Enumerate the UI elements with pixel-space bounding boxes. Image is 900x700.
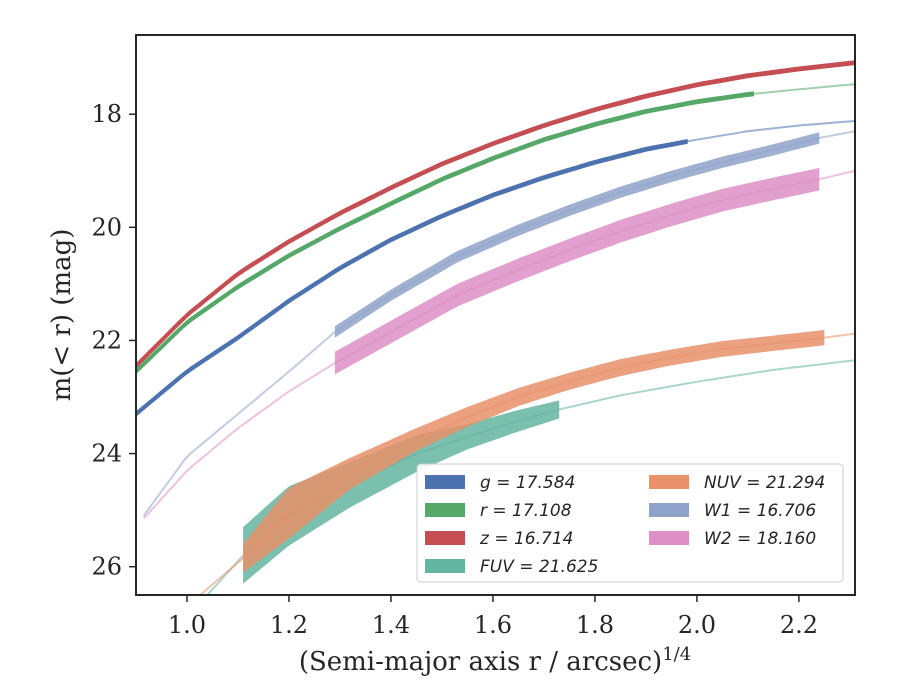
plot-frame: [135, 34, 856, 596]
legend-label: FUV = 21.625: [480, 557, 598, 577]
y-axis: 18 20 22 24 26: [91, 100, 136, 581]
legend-swatch: [649, 475, 689, 489]
series-z: [136, 60, 855, 369]
y-tick-label: 20: [91, 213, 122, 241]
legend-item-g: g = 17.584: [425, 473, 575, 493]
x-tick-label: 1.8: [576, 611, 614, 639]
y-tick-label: 26: [91, 553, 122, 581]
x-tick-label: 1.2: [270, 611, 308, 639]
y-axis-label: m(< r) (mag): [47, 229, 77, 402]
legend-swatch: [425, 531, 465, 545]
series-r-band: [136, 91, 754, 375]
legend-label: g = 17.584: [480, 473, 575, 493]
legend-label: W2 = 18.160: [704, 529, 816, 549]
legend-item-z: z = 16.714: [425, 529, 573, 549]
x-axis-label: (Semi-major axis r / arcsec)1/4: [299, 644, 691, 677]
legend-label: z = 16.714: [479, 529, 573, 549]
y-tick-label: 24: [91, 440, 122, 468]
legend-label: r = 17.108: [480, 501, 572, 521]
legend-swatch: [425, 503, 465, 517]
y-tick-label: 18: [91, 100, 122, 128]
x-axis: 1.0 1.2 1.4 1.6 1.8 2.0 2.2: [168, 595, 818, 639]
x-tick-label: 1.4: [372, 611, 410, 639]
legend-item-w1: W1 = 16.706: [649, 501, 816, 521]
legend-swatch: [649, 503, 689, 517]
legend-item-r: r = 17.108: [425, 501, 572, 521]
legend: g = 17.584 r = 17.108 z = 16.714 FUV = 21.6…: [416, 463, 844, 583]
x-tick-label: 2.0: [678, 611, 716, 639]
legend-swatch: [425, 475, 465, 489]
legend-item-w2: W2 = 18.160: [649, 529, 816, 549]
legend-swatch: [649, 531, 689, 545]
series-w2-band: [334, 167, 820, 375]
x-tick-label: 1.0: [168, 611, 206, 639]
series-r: [136, 83, 855, 375]
series-w1-band: [334, 132, 820, 338]
series-nuv: [198, 330, 855, 595]
x-tick-label: 1.6: [474, 611, 512, 639]
x-tick-label: 2.2: [780, 611, 818, 639]
legend-item-fuv: FUV = 21.625: [425, 557, 598, 577]
series-z-band: [136, 60, 855, 369]
series-w1: [142, 130, 855, 517]
legend-swatch: [425, 559, 465, 573]
legend-item-nuv: NUV = 21.294: [649, 473, 825, 493]
y-tick-label: 22: [91, 326, 122, 354]
legend-label: NUV = 21.294: [704, 473, 825, 493]
legend-label: W1 = 16.706: [704, 501, 816, 521]
series-g: [136, 120, 855, 417]
series-w2: [142, 167, 855, 520]
series-g-band: [136, 138, 688, 417]
